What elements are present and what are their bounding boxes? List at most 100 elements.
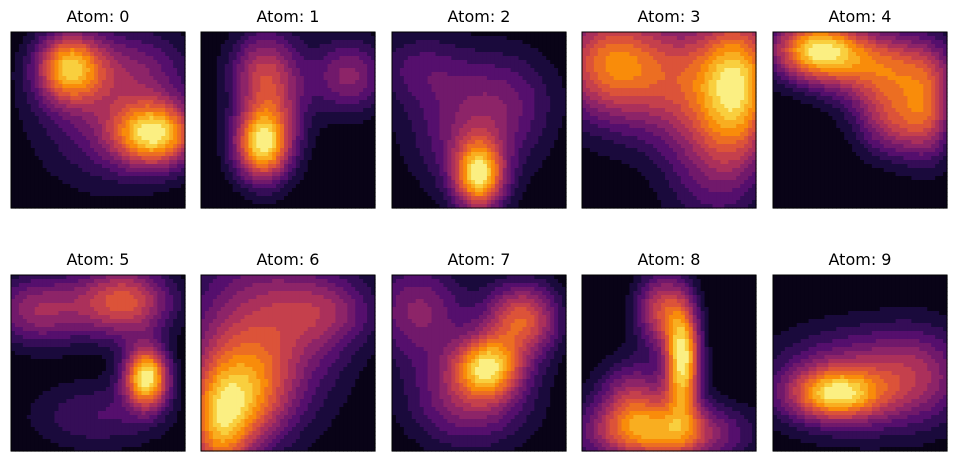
heatmap-cell bbox=[323, 164, 329, 169]
heatmap-cell bbox=[252, 200, 257, 205]
heatmap-cell bbox=[121, 40, 127, 45]
heatmap-cell bbox=[161, 96, 166, 101]
heatmap-cell bbox=[216, 32, 222, 37]
heatmap-cell bbox=[82, 140, 87, 145]
heatmap-cell bbox=[315, 104, 321, 109]
heatmap-cell bbox=[240, 96, 246, 101]
heatmap-cell bbox=[546, 52, 551, 57]
heatmap-cell bbox=[562, 76, 567, 81]
heatmap-cell bbox=[264, 80, 269, 85]
heatmap-cell bbox=[232, 148, 238, 153]
heatmap-cell bbox=[355, 156, 360, 161]
heatmap-cell bbox=[46, 180, 52, 185]
heatmap-cell bbox=[319, 172, 325, 177]
heatmap-cell bbox=[38, 40, 44, 45]
heatmap-cell bbox=[46, 116, 52, 121]
heatmap-cell bbox=[62, 76, 67, 81]
heatmap-cell bbox=[415, 116, 421, 121]
heatmap-cell bbox=[121, 160, 127, 165]
heatmap-cell bbox=[415, 132, 421, 137]
heatmap-cell bbox=[451, 96, 456, 101]
heatmap-cell bbox=[98, 156, 103, 161]
heatmap-cell bbox=[471, 56, 476, 61]
heatmap-cell bbox=[367, 68, 372, 73]
heatmap-cell bbox=[113, 48, 119, 53]
heatmap-cell bbox=[62, 56, 67, 61]
heatmap-cell bbox=[204, 116, 210, 121]
heatmap-cell bbox=[295, 60, 301, 65]
heatmap-cell bbox=[125, 72, 131, 77]
heatmap-cell bbox=[435, 108, 441, 113]
heatmap-cell bbox=[526, 100, 531, 105]
heatmap-cell bbox=[399, 52, 405, 57]
heatmap-cell bbox=[105, 56, 111, 61]
heatmap-cell bbox=[311, 164, 317, 169]
heatmap-cell bbox=[311, 120, 317, 125]
heatmap-cell bbox=[522, 80, 528, 85]
heatmap-cell bbox=[331, 108, 337, 113]
heatmap-cell bbox=[256, 152, 261, 157]
heatmap-cell bbox=[435, 52, 441, 57]
heatmap-cell bbox=[415, 60, 421, 65]
heatmap-cell bbox=[54, 48, 60, 53]
heatmap-cell bbox=[435, 88, 441, 93]
heatmap-cell bbox=[82, 180, 87, 185]
heatmap-cell bbox=[129, 108, 135, 113]
heatmap-cell bbox=[42, 64, 48, 69]
heatmap-cell bbox=[392, 124, 397, 129]
heatmap-cell bbox=[554, 68, 559, 73]
heatmap-cell bbox=[475, 96, 480, 101]
heatmap-cell bbox=[62, 192, 67, 197]
heatmap-cell bbox=[319, 120, 325, 125]
heatmap-cell bbox=[447, 92, 452, 97]
heatmap-cell bbox=[181, 196, 186, 201]
heatmap-cell bbox=[264, 176, 269, 181]
heatmap-cell bbox=[367, 144, 372, 149]
heatmap-cell bbox=[431, 124, 437, 129]
heatmap-cell bbox=[288, 96, 293, 101]
heatmap-cell bbox=[216, 116, 222, 121]
heatmap-cell bbox=[323, 80, 329, 85]
heatmap-cell bbox=[14, 64, 20, 69]
heatmap-cell bbox=[212, 76, 218, 81]
heatmap-cell bbox=[367, 148, 372, 153]
heatmap-cell bbox=[419, 84, 425, 89]
heatmap-cell bbox=[510, 44, 516, 49]
heatmap-cell bbox=[498, 40, 504, 45]
heatmap-cell bbox=[518, 124, 524, 129]
heatmap-cell bbox=[530, 72, 535, 77]
heatmap-cell bbox=[288, 120, 293, 125]
heatmap-cell bbox=[173, 180, 178, 185]
heatmap-cell bbox=[220, 152, 226, 157]
heatmap-cell bbox=[212, 64, 218, 69]
heatmap-cell bbox=[435, 100, 441, 105]
heatmap-cell bbox=[212, 200, 218, 205]
heatmap-cell bbox=[335, 124, 340, 129]
heatmap-cell bbox=[125, 200, 131, 205]
heatmap-cell bbox=[299, 140, 305, 145]
heatmap-cell bbox=[411, 40, 417, 45]
heatmap-cell bbox=[121, 180, 127, 185]
heatmap-cell bbox=[244, 44, 250, 49]
heatmap-cell bbox=[359, 104, 364, 109]
heatmap-cell bbox=[26, 88, 32, 93]
heatmap-cell bbox=[66, 152, 71, 157]
heatmap-cell bbox=[331, 180, 337, 185]
heatmap-cell bbox=[542, 36, 547, 41]
heatmap-cell bbox=[482, 124, 488, 129]
heatmap-cell bbox=[264, 144, 269, 149]
heatmap-cell bbox=[459, 84, 464, 89]
heatmap-cell bbox=[482, 100, 488, 105]
heatmap-cell bbox=[331, 116, 337, 121]
heatmap-cell bbox=[518, 52, 524, 57]
heatmap-cell bbox=[272, 44, 277, 49]
heatmap-cell bbox=[18, 168, 24, 173]
heatmap-cell bbox=[248, 128, 253, 133]
heatmap-cell bbox=[54, 36, 60, 41]
heatmap-cell bbox=[74, 204, 79, 209]
heatmap-cell bbox=[86, 48, 91, 53]
heatmap-cell bbox=[494, 60, 500, 65]
heatmap-cell bbox=[447, 112, 452, 117]
heatmap-cell bbox=[343, 88, 348, 93]
heatmap-cell bbox=[494, 68, 500, 73]
